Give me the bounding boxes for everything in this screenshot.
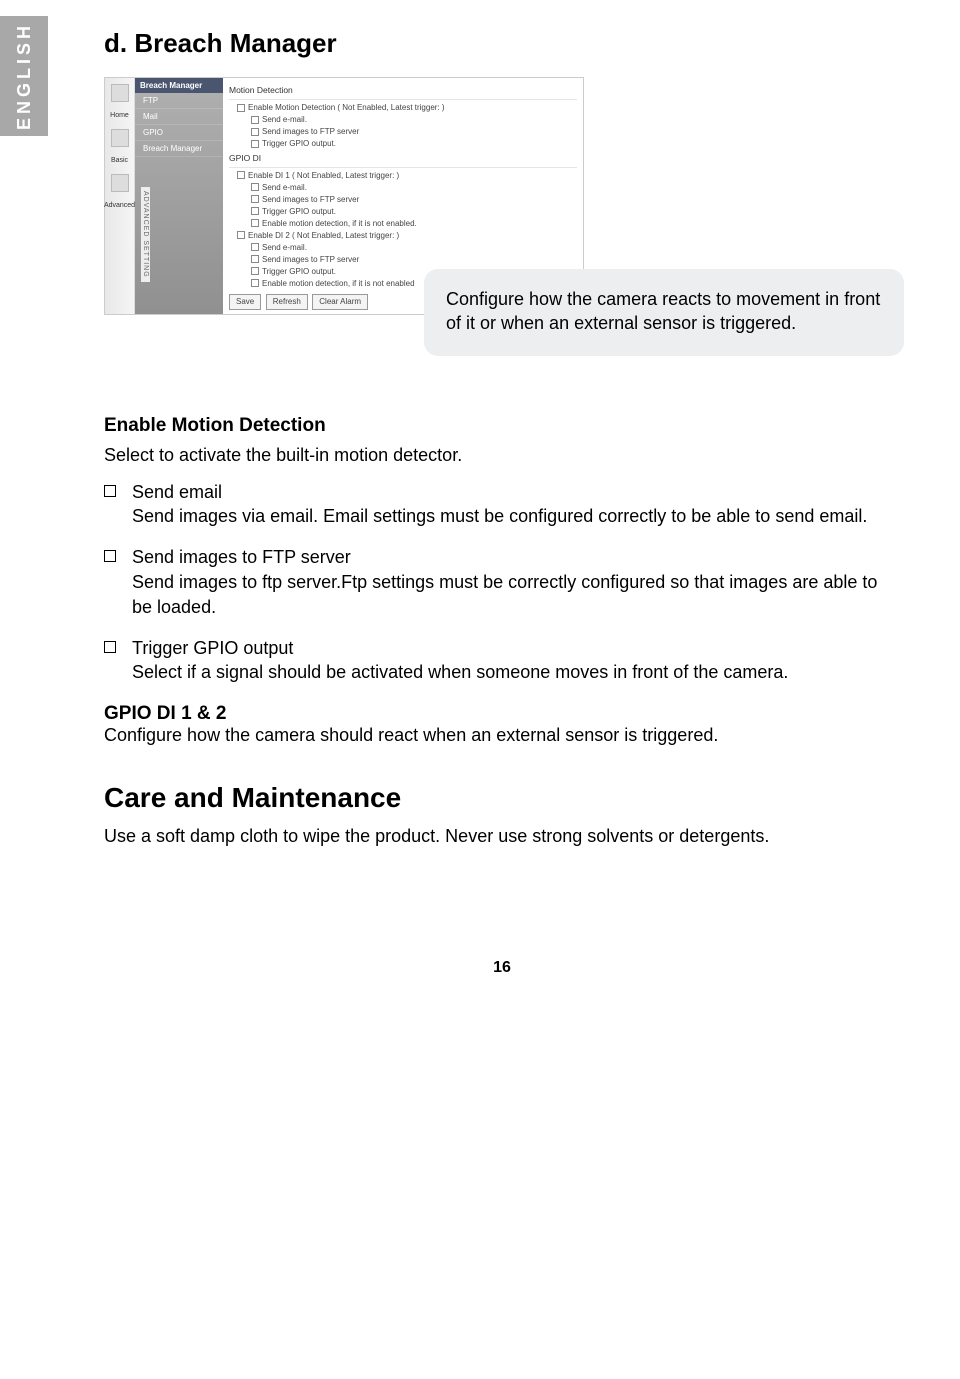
panel-row: Send e-mail.: [229, 114, 577, 126]
checkbox-icon: [104, 485, 116, 497]
option-text: Send images to ftp server.Ftp settings m…: [132, 572, 877, 617]
screenshot-region: Home Basic Advanced Breach Manager FTP M…: [104, 77, 900, 315]
clear-alarm-button: Clear Alarm: [312, 294, 368, 310]
panel-text: Enable Motion Detection ( Not Enabled, L…: [248, 103, 445, 112]
vertical-label: ADVANCED SETTING: [141, 187, 150, 282]
save-button: Save: [229, 294, 261, 310]
panel-row: Trigger GPIO output.: [229, 138, 577, 150]
panel-row: Enable DI 2 ( Not Enabled, Latest trigge…: [229, 230, 577, 242]
panel-text: Trigger GPIO output.: [262, 139, 336, 148]
checkbox-icon: [251, 243, 259, 251]
option-text: Select if a signal should be activated w…: [132, 662, 788, 682]
panel-text: Enable DI 1 ( Not Enabled, Latest trigge…: [248, 171, 399, 180]
panel-text: Trigger GPIO output.: [262, 267, 336, 276]
enable-motion-title: Enable Motion Detection: [104, 415, 900, 437]
app-side-menu: Breach Manager FTP Mail GPIO Breach Mana…: [135, 78, 223, 314]
gpio-title: GPIO DI 1 & 2: [104, 703, 900, 725]
panel-row: Trigger GPIO output.: [229, 206, 577, 218]
option-text: Send images via email. Email settings mu…: [132, 506, 867, 526]
panel-text: Send e-mail.: [262, 115, 307, 124]
checkbox-icon: [251, 219, 259, 227]
checkbox-icon: [104, 550, 116, 562]
enable-motion-subtitle: Select to activate the built-in motion d…: [104, 445, 900, 466]
menu-item: Breach Manager: [135, 141, 223, 157]
panel-row: Send e-mail.: [229, 182, 577, 194]
menu-header: Breach Manager: [135, 78, 223, 93]
panel-text: Enable motion detection, if it is not en…: [262, 219, 417, 228]
checkbox-icon: [251, 255, 259, 263]
checkbox-icon: [237, 171, 245, 179]
panel-row: Send images to FTP server: [229, 126, 577, 138]
checkbox-icon: [237, 231, 245, 239]
panel-text: Trigger GPIO output.: [262, 207, 336, 216]
nav-label: Basic: [111, 157, 128, 164]
panel-text: Send images to FTP server: [262, 255, 359, 264]
checkbox-icon: [104, 641, 116, 653]
panel-text: Send e-mail.: [262, 243, 307, 252]
checkbox-icon: [251, 207, 259, 215]
checkbox-icon: [251, 195, 259, 203]
panel-text: Enable motion detection, if it is not en…: [262, 279, 415, 288]
option-title: Send images to FTP server: [132, 547, 351, 567]
option-body: Send images to FTP server Send images to…: [132, 545, 900, 619]
option-body: Trigger GPIO output Select if a signal s…: [132, 636, 900, 686]
menu-item: FTP: [135, 93, 223, 109]
panel-row: Send images to FTP server: [229, 194, 577, 206]
panel-section-title: GPIO DI: [229, 150, 577, 168]
panel-text: Send images to FTP server: [262, 127, 359, 136]
menu-item: Mail: [135, 109, 223, 125]
callout-box: Configure how the camera reacts to movem…: [424, 269, 904, 356]
panel-row: Send images to FTP server: [229, 254, 577, 266]
checkbox-icon: [251, 279, 259, 287]
panel-row: Send e-mail.: [229, 242, 577, 254]
panel-section-title: Motion Detection: [229, 82, 577, 100]
option-item: Send email Send images via email. Email …: [104, 480, 900, 530]
option-title: Send email: [132, 482, 222, 502]
gpio-body: Configure how the camera should react wh…: [104, 725, 900, 746]
option-title: Trigger GPIO output: [132, 638, 293, 658]
panel-text: Send images to FTP server: [262, 195, 359, 204]
basic-icon: [111, 129, 129, 147]
checkbox-icon: [251, 267, 259, 275]
refresh-button: Refresh: [266, 294, 308, 310]
panel-text: Enable DI 2 ( Not Enabled, Latest trigge…: [248, 231, 399, 240]
checkbox-icon: [237, 104, 245, 112]
checkbox-icon: [251, 128, 259, 136]
panel-row: Enable DI 1 ( Not Enabled, Latest trigge…: [229, 170, 577, 182]
nav-label: Advanced: [104, 202, 135, 209]
nav-label: Home: [110, 112, 129, 119]
care-title: Care and Maintenance: [104, 782, 900, 814]
language-label: ENGLISH: [14, 22, 35, 130]
menu-item: GPIO: [135, 125, 223, 141]
panel-text: Send e-mail.: [262, 183, 307, 192]
section-heading: d. Breach Manager: [104, 28, 900, 59]
callout-text: Configure how the camera reacts to movem…: [446, 289, 880, 333]
panel-row: Enable motion detection, if it is not en…: [229, 218, 577, 230]
option-item: Send images to FTP server Send images to…: [104, 545, 900, 619]
app-left-nav: Home Basic Advanced: [105, 78, 135, 314]
advanced-icon: [111, 174, 129, 192]
language-tab: ENGLISH: [0, 16, 48, 136]
checkbox-icon: [251, 183, 259, 191]
checkbox-icon: [251, 116, 259, 124]
checkbox-icon: [251, 140, 259, 148]
care-body: Use a soft damp cloth to wipe the produc…: [104, 824, 900, 849]
option-item: Trigger GPIO output Select if a signal s…: [104, 636, 900, 686]
option-body: Send email Send images via email. Email …: [132, 480, 900, 530]
panel-row: Enable Motion Detection ( Not Enabled, L…: [229, 102, 577, 114]
page-content: d. Breach Manager Home Basic Advanced Br…: [0, 0, 960, 997]
home-icon: [111, 84, 129, 102]
page-number: 16: [104, 959, 900, 997]
